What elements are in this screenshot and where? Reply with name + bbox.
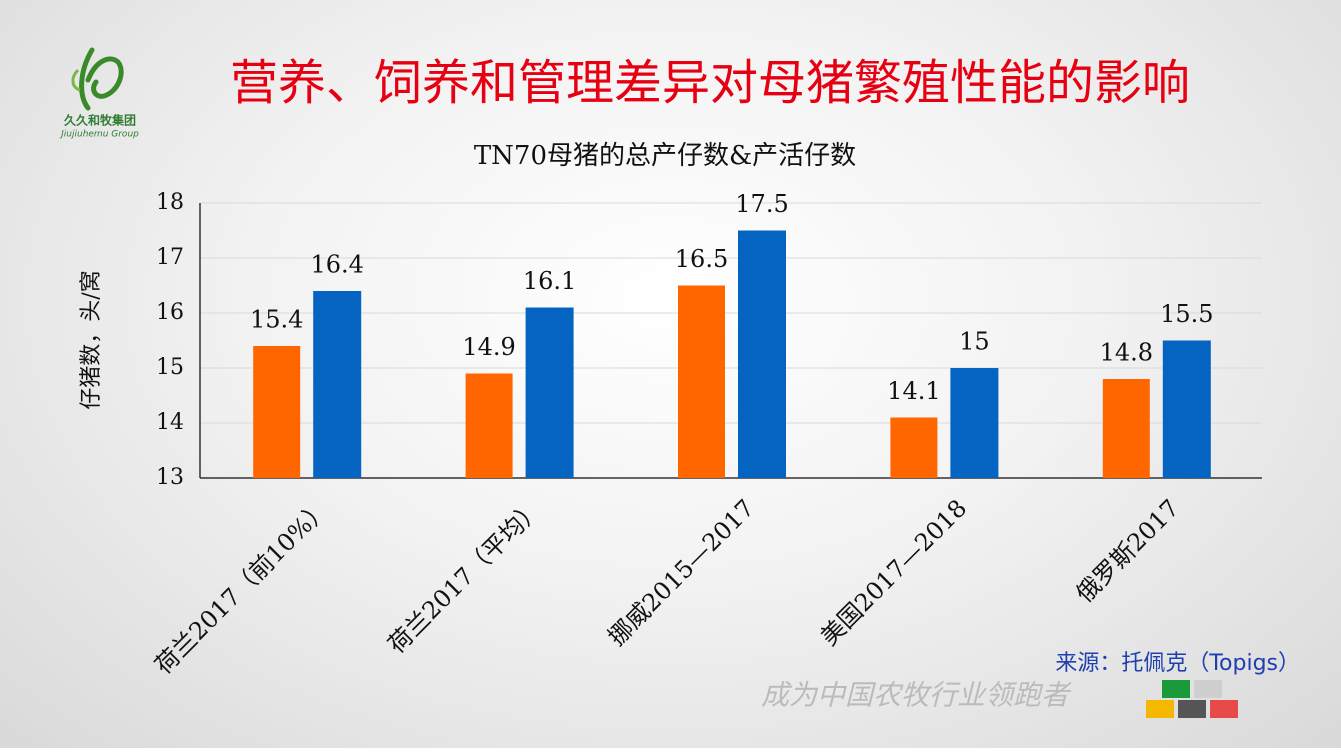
bar	[465, 373, 513, 478]
block	[1146, 700, 1174, 718]
logo-name: 久久和牧集团	[64, 113, 136, 128]
block	[1210, 700, 1238, 718]
bar	[738, 230, 786, 478]
y-tick-label: 18	[156, 190, 184, 215]
x-tick-label: 俄罗斯2017	[1071, 494, 1185, 608]
logo-leaf	[71, 68, 81, 92]
x-tick-label: 荷兰2017（前10%）	[149, 494, 335, 680]
logo	[71, 47, 124, 111]
block	[1194, 680, 1222, 698]
x-tick-label: 荷兰2017（平均）	[383, 494, 548, 659]
data-label: 15.4	[250, 306, 303, 334]
logo-mark	[79, 47, 124, 111]
bar	[1162, 340, 1211, 478]
bar	[1102, 379, 1150, 478]
bar	[890, 417, 938, 478]
y-tick-label: 15	[156, 355, 184, 380]
bar	[525, 307, 574, 478]
data-label: 14.9	[462, 333, 515, 361]
logo-sub: Jiujiuhemu Group	[59, 130, 139, 140]
block	[1178, 700, 1206, 718]
slide-title: 营养、饲养和管理差异对母猪繁殖性能的影响	[230, 55, 1190, 111]
block	[1162, 680, 1190, 698]
y-axis-label: 仔猪数，头/窝	[79, 270, 104, 409]
data-label: 14.8	[1100, 339, 1153, 367]
color-blocks	[1146, 680, 1238, 718]
y-tick-label: 13	[156, 465, 184, 490]
data-label: 16.5	[675, 245, 728, 273]
bar	[313, 291, 362, 478]
slogan: 成为中国农牧行业领跑者	[761, 679, 1072, 712]
x-tick-label: 美国2017—2018	[815, 494, 972, 651]
y-tick-label: 17	[156, 245, 184, 270]
bar	[950, 368, 999, 478]
data-label: 14.1	[887, 377, 940, 405]
data-label: 17.5	[735, 190, 788, 218]
y-tick-label: 14	[156, 410, 184, 435]
y-tick-label: 16	[156, 300, 184, 325]
source: 来源：托佩克（Topigs）	[1055, 651, 1300, 676]
data-label: 15.5	[1160, 300, 1213, 328]
chart-title: TN70母猪的总产仔数&产活仔数	[474, 141, 856, 171]
data-label: 16.1	[523, 267, 576, 295]
data-label: 15	[959, 328, 990, 356]
bar	[253, 346, 301, 478]
bar	[678, 285, 725, 478]
x-tick-label: 挪威2015—2017	[603, 494, 760, 651]
data-label: 16.4	[310, 251, 363, 279]
